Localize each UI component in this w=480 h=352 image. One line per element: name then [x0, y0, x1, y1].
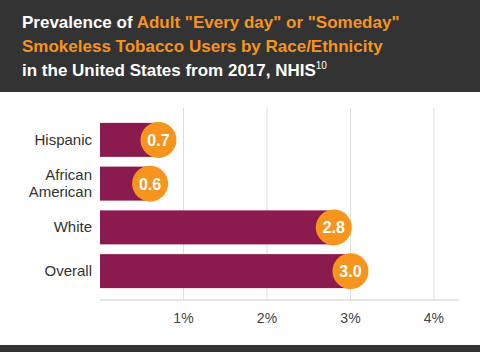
- data-label: 0.7: [147, 132, 169, 149]
- footer-strip: [0, 345, 480, 352]
- title: Prevalence of Adult "Every day" or "Some…: [22, 13, 399, 32]
- header-background: [0, 0, 480, 92]
- category-label: Overall: [44, 262, 92, 279]
- data-label-badge: [316, 209, 352, 245]
- tick-label: 1%: [173, 310, 193, 326]
- category-label: AfricanAmerican: [29, 166, 92, 200]
- data-label: 3.0: [339, 263, 361, 280]
- category-label: White: [54, 218, 92, 235]
- category-label: Hispanic: [34, 131, 92, 148]
- data-label: 2.8: [323, 219, 345, 236]
- bars: [100, 123, 350, 288]
- tick-label: 4%: [424, 310, 444, 326]
- tick-label: 3%: [340, 310, 360, 326]
- data-label-badge: [132, 166, 168, 202]
- chart: Prevalence of Adult "Every day" or "Some…: [0, 0, 480, 352]
- x-axis-line: [100, 300, 459, 301]
- tick-label: 2%: [257, 310, 277, 326]
- data-label: 0.6: [139, 176, 161, 193]
- labels: Hispanic 0.7 AfricanAmerican 0.6 White 2.8 Ove…: [29, 122, 369, 289]
- footnote-reference: 10: [316, 60, 328, 71]
- data-label-badge: [332, 253, 368, 289]
- bar: [100, 210, 334, 244]
- grid-line: [433, 108, 434, 300]
- title: Smokeless Tobacco Users by Race/Ethnicit…: [22, 37, 383, 56]
- data-label-badge: [140, 122, 176, 158]
- title: in the United States from 2017, NHIS10: [22, 60, 327, 80]
- bar: [100, 254, 350, 288]
